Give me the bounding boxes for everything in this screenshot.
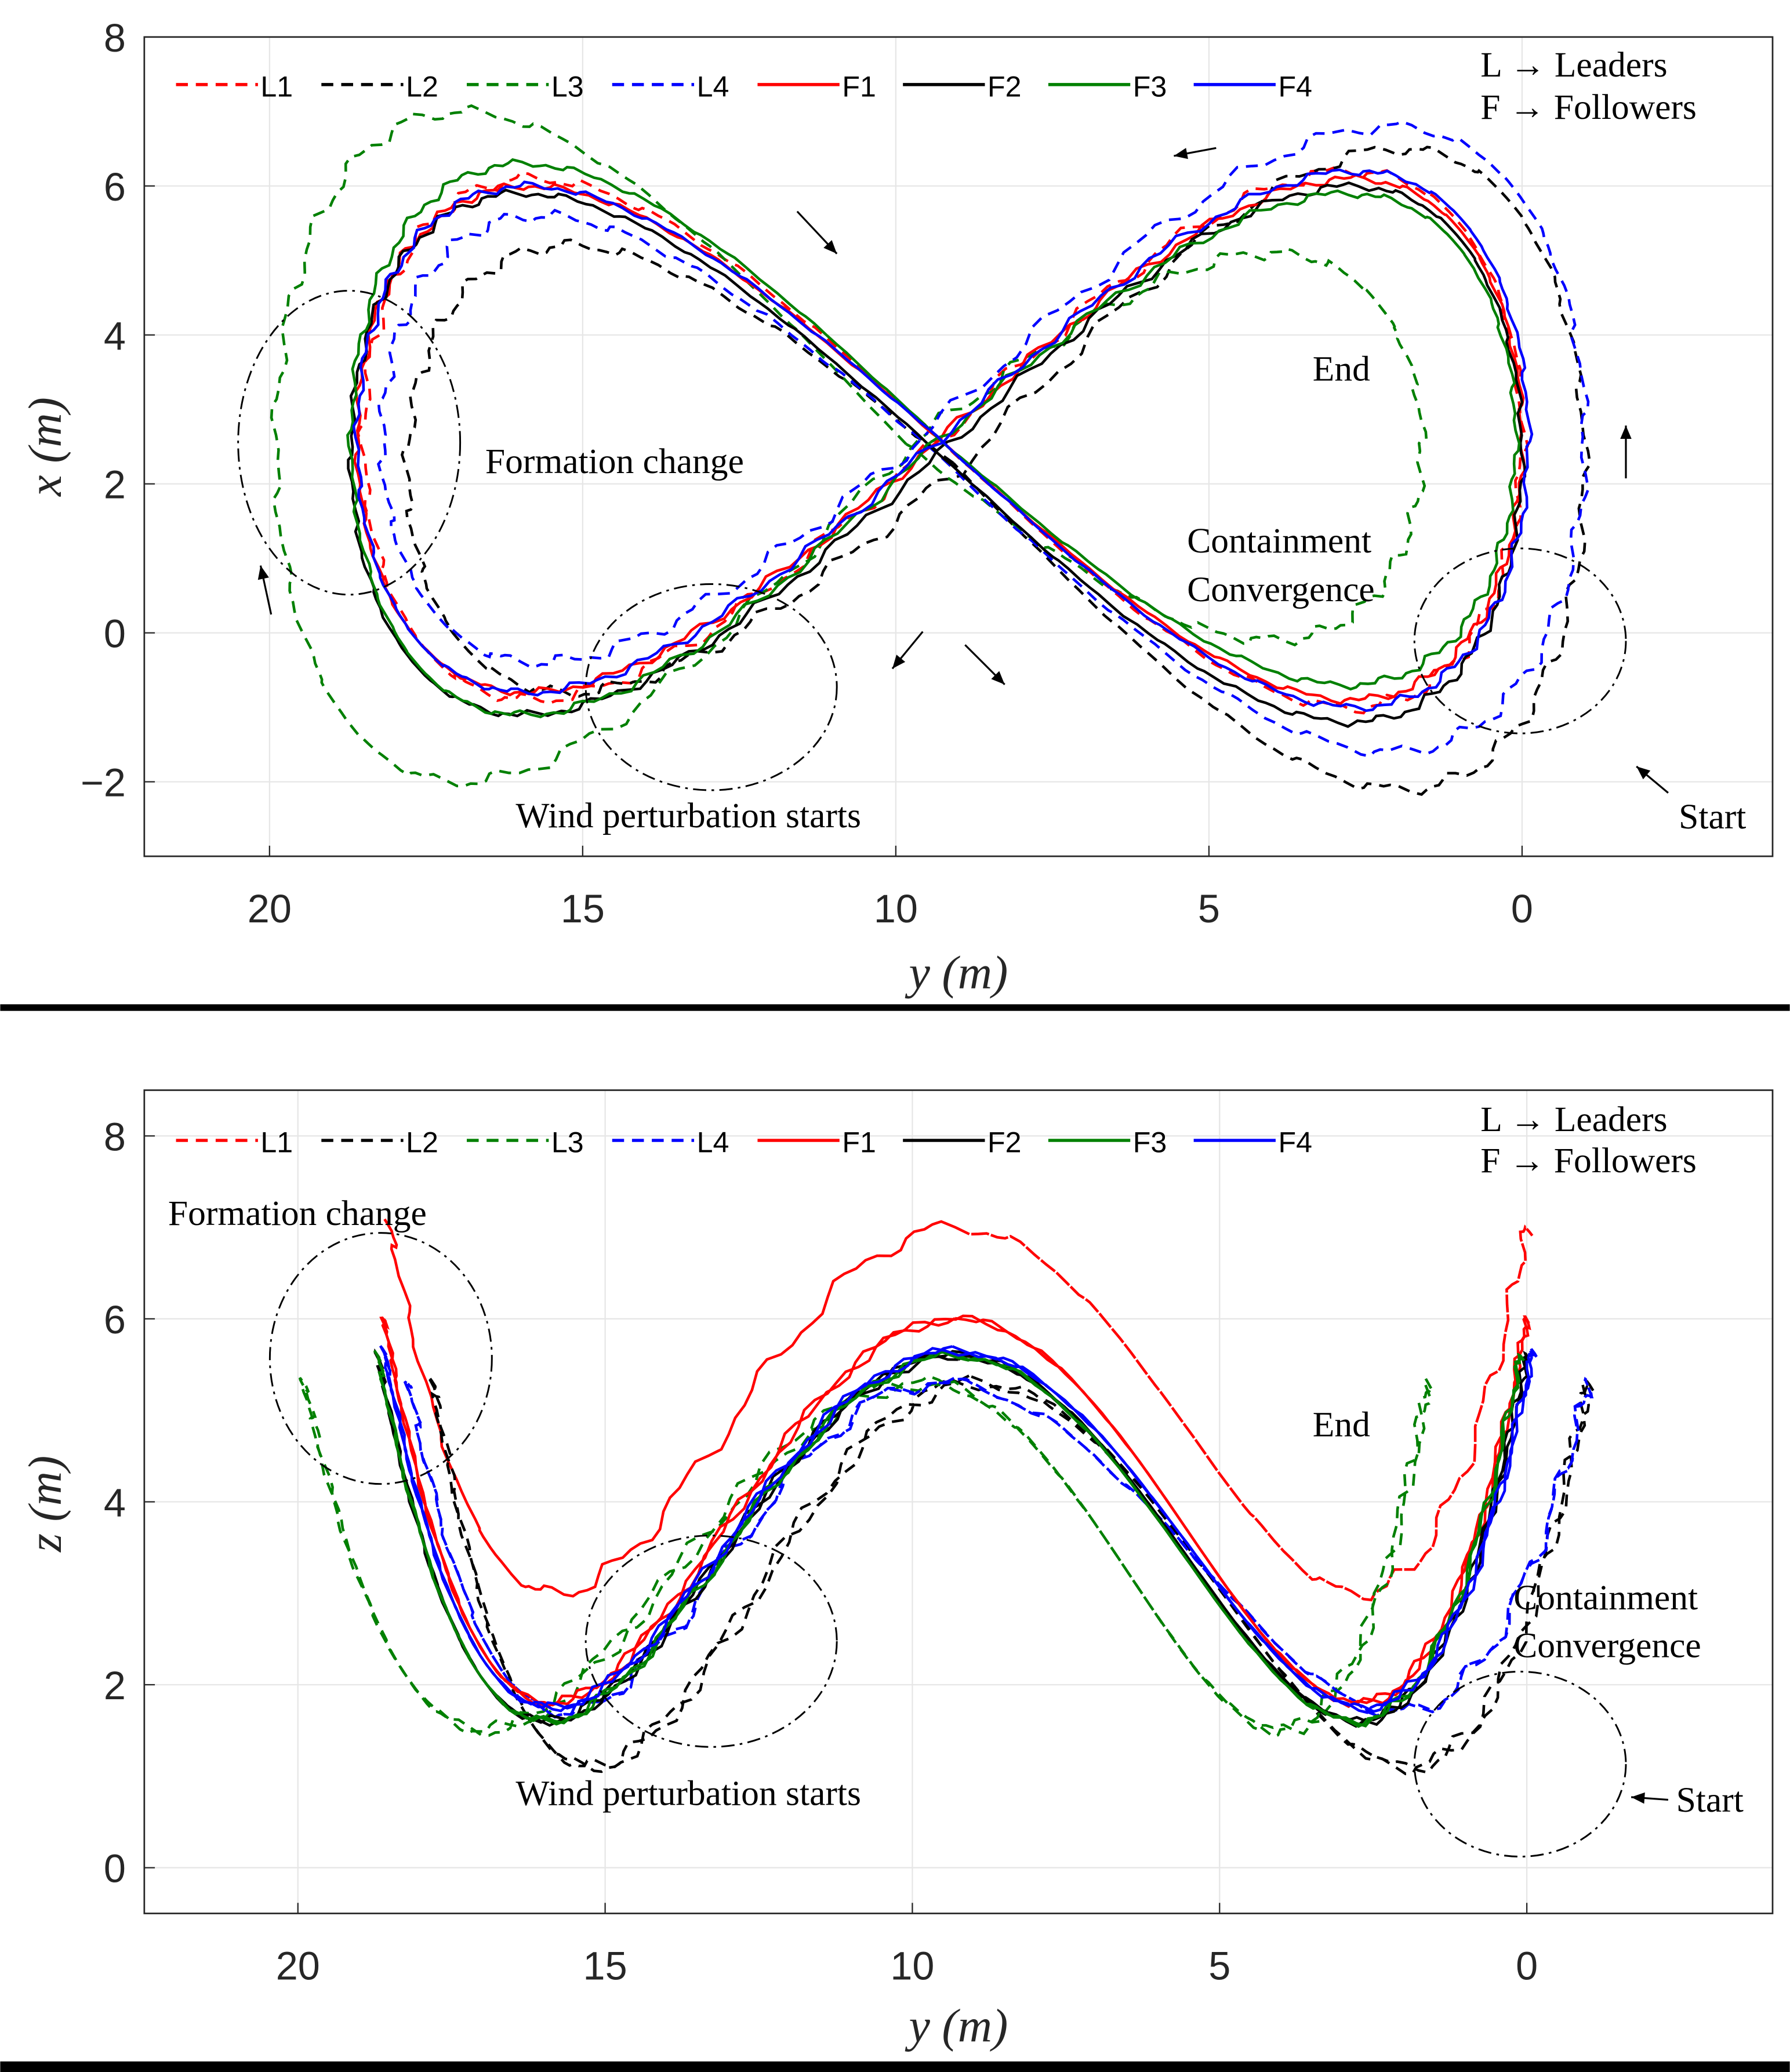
legend-key-followers: F → Followers [1480, 88, 1697, 127]
annotation-end: End [1313, 1405, 1370, 1445]
series-line-f2 [347, 181, 1527, 728]
x-tick-label: 5 [1198, 887, 1220, 931]
x-tick-label: 15 [583, 1944, 627, 1988]
arrowhead-icon [892, 655, 906, 669]
series-line-f4 [379, 1345, 1538, 1714]
annotation-convergence: Convergence [1187, 570, 1375, 609]
legend-label-l1: L1 [260, 70, 293, 103]
series-line-f1 [379, 1314, 1531, 1709]
legend-label-f3: F3 [1133, 70, 1167, 103]
series-line-l2 [426, 1374, 1597, 1776]
bottom-border [0, 2061, 1790, 2072]
arrowhead-icon [823, 240, 837, 254]
panel-separator [0, 1004, 1790, 1011]
y-axis-label: x (m) [19, 397, 71, 497]
x-tick-label: 5 [1208, 1944, 1230, 1988]
y-tick-label: 4 [104, 1481, 126, 1525]
annotation-convergence: Convergence [1513, 1626, 1701, 1665]
y-tick-label: 0 [104, 612, 126, 656]
arrowhead-icon [991, 671, 1005, 685]
wind-perturbation-circle [584, 1535, 838, 1748]
series-line-l4 [376, 120, 1590, 758]
series-line-l4 [403, 1376, 1594, 1719]
y-tick-label: 8 [104, 16, 126, 60]
annotation-wind: Wind perturbation starts [515, 1774, 861, 1813]
x-tick-label: 0 [1511, 887, 1533, 931]
annotation-wind: Wind perturbation starts [515, 796, 861, 835]
arrowhead-icon [1631, 1792, 1645, 1804]
series-line-l3 [298, 1374, 1435, 1739]
annotation-formation-change: Formation change [485, 442, 744, 481]
x-tick-label: 10 [874, 887, 918, 931]
y-tick-label: 6 [104, 165, 126, 209]
x-axis-label: y (m) [905, 946, 1008, 999]
legend-label-f4: F4 [1279, 1126, 1313, 1159]
legend-label-l4: L4 [697, 1126, 729, 1159]
annotation-start: Start [1676, 1780, 1744, 1820]
x-tick-label: 20 [276, 1944, 320, 1988]
legend-label-l3: L3 [551, 70, 584, 103]
legend-key-leaders: L → Leaders [1480, 45, 1667, 85]
annotation-containment: Containment [1187, 521, 1371, 561]
series-line-f4 [352, 168, 1534, 713]
axes-box [143, 36, 1774, 857]
x-axis-label: y (m) [905, 2000, 1008, 2052]
legend-label-f2: F2 [987, 70, 1022, 103]
y-tick-label: 6 [104, 1298, 126, 1342]
series-line-l1 [383, 1218, 1534, 1602]
legend-label-f1: F1 [842, 70, 876, 103]
annotation-start: Start [1679, 797, 1746, 837]
legend-label-l1: L1 [260, 1126, 293, 1159]
legend-label-f2: F2 [987, 1126, 1022, 1159]
x-tick-label: 20 [248, 887, 292, 931]
annotation-formation-change: Formation change [168, 1194, 427, 1233]
legend-label-l2: L2 [406, 1126, 438, 1159]
legend-label-f3: F3 [1133, 1126, 1167, 1159]
legend-label-f4: F4 [1279, 70, 1313, 103]
series-line-l3 [270, 104, 1428, 788]
legend-label-l4: L4 [697, 70, 729, 103]
x-tick-label: 0 [1516, 1944, 1538, 1988]
annotation-containment: Containment [1513, 1578, 1698, 1617]
formation-change-circle [268, 1232, 493, 1485]
y-tick-label: 0 [104, 1847, 126, 1891]
x-tick-label: 10 [890, 1944, 934, 1988]
containment-circle [1413, 1670, 1627, 1857]
y-tick-label: 4 [104, 314, 126, 358]
legend-label-l3: L3 [551, 1126, 584, 1159]
arrowhead-icon [1174, 148, 1188, 159]
formation-change-circle [237, 289, 462, 596]
arrowhead-icon [1620, 425, 1632, 439]
x-tick-label: 15 [561, 887, 605, 931]
y-axis-label: z (m) [19, 1456, 71, 1553]
y-tick-label: 8 [104, 1115, 126, 1159]
wind-perturbation-circle [584, 583, 838, 791]
legend-key-leaders: L → Leaders [1480, 1100, 1667, 1139]
arrowhead-icon [1636, 766, 1651, 780]
legend-key-followers: F → Followers [1480, 1141, 1697, 1180]
annotation-end: End [1313, 349, 1370, 388]
legend-label-f1: F1 [842, 1126, 876, 1159]
y-tick-label: 2 [104, 1664, 126, 1708]
legend-label-l2: L2 [406, 70, 438, 103]
y-tick-label: −2 [81, 761, 126, 805]
arrowhead-icon [257, 565, 269, 580]
y-tick-label: 2 [104, 463, 126, 507]
